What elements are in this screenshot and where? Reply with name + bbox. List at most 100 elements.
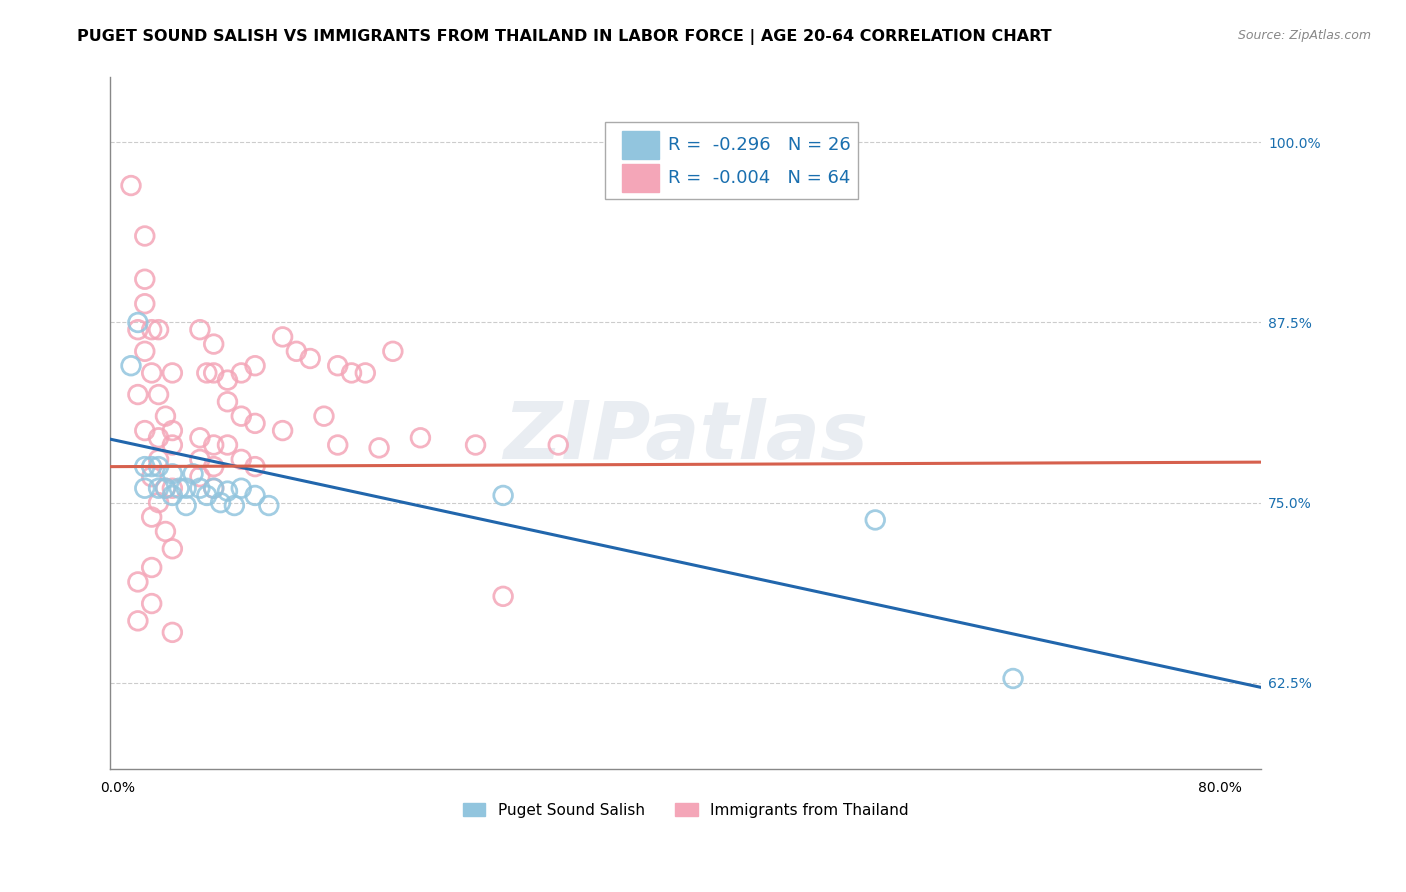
Point [243, 488, 266, 502]
Point [1002, 672, 1025, 686]
Text: ZIPatlas: ZIPatlas [503, 398, 869, 476]
Point [202, 366, 225, 380]
Point [162, 366, 184, 380]
Point [271, 330, 294, 344]
Legend: Puget Sound Salish, Immigrants from Thailand: Puget Sound Salish, Immigrants from Thai… [457, 797, 915, 824]
Point [181, 467, 204, 481]
Point [464, 438, 486, 452]
Point [134, 297, 156, 311]
Point [202, 459, 225, 474]
Point [148, 481, 170, 495]
Text: R =  -0.296   N = 26: R = -0.296 N = 26 [668, 136, 851, 154]
Text: Source: ZipAtlas.com: Source: ZipAtlas.com [1237, 29, 1371, 42]
Point [217, 373, 239, 387]
Point [127, 387, 149, 401]
Point [368, 441, 391, 455]
Point [141, 560, 163, 574]
Point [155, 481, 177, 495]
Point [148, 452, 170, 467]
Point [134, 272, 156, 286]
Point [409, 431, 432, 445]
Point [148, 496, 170, 510]
Point [162, 467, 184, 481]
Point [141, 323, 163, 337]
Point [174, 481, 197, 495]
Point [243, 459, 266, 474]
Point [155, 409, 177, 424]
Point [148, 387, 170, 401]
Point [243, 417, 266, 431]
Point [162, 488, 184, 502]
Point [217, 484, 239, 499]
Point [188, 469, 211, 483]
Text: R =  -0.004   N = 64: R = -0.004 N = 64 [668, 169, 851, 186]
Point [217, 394, 239, 409]
Point [340, 366, 363, 380]
Point [202, 481, 225, 495]
Point [134, 344, 156, 359]
Point [127, 323, 149, 337]
Point [243, 359, 266, 373]
Point [120, 178, 142, 193]
Point [381, 344, 404, 359]
Point [141, 510, 163, 524]
Point [148, 431, 170, 445]
Point [162, 481, 184, 495]
Text: PUGET SOUND SALISH VS IMMIGRANTS FROM THAILAND IN LABOR FORCE | AGE 20-64 CORREL: PUGET SOUND SALISH VS IMMIGRANTS FROM TH… [77, 29, 1052, 45]
Point [134, 229, 156, 244]
Point [141, 459, 163, 474]
Point [195, 366, 218, 380]
Text: 0.0%: 0.0% [100, 780, 135, 795]
Point [202, 438, 225, 452]
Point [162, 625, 184, 640]
Point [209, 496, 232, 510]
Point [547, 438, 569, 452]
Point [134, 459, 156, 474]
Point [865, 513, 887, 527]
Point [195, 488, 218, 502]
FancyBboxPatch shape [605, 122, 858, 199]
Point [188, 431, 211, 445]
Point [148, 459, 170, 474]
Point [188, 481, 211, 495]
Point [285, 344, 308, 359]
Point [354, 366, 377, 380]
Point [155, 524, 177, 539]
Point [167, 481, 190, 495]
Point [231, 452, 253, 467]
Point [312, 409, 335, 424]
Point [127, 574, 149, 589]
Point [134, 424, 156, 438]
Point [162, 424, 184, 438]
Point [120, 359, 142, 373]
Point [217, 438, 239, 452]
Point [231, 409, 253, 424]
FancyBboxPatch shape [623, 131, 659, 159]
Point [188, 323, 211, 337]
Point [271, 424, 294, 438]
Point [162, 541, 184, 556]
Point [141, 469, 163, 483]
Point [492, 590, 515, 604]
Point [155, 481, 177, 495]
Point [492, 488, 515, 502]
Point [326, 438, 349, 452]
Point [299, 351, 322, 366]
Point [174, 499, 197, 513]
Point [326, 359, 349, 373]
Point [202, 337, 225, 351]
Point [127, 316, 149, 330]
Text: 80.0%: 80.0% [1198, 780, 1241, 795]
FancyBboxPatch shape [623, 164, 659, 192]
Point [162, 438, 184, 452]
Point [202, 481, 225, 495]
Point [231, 366, 253, 380]
Point [148, 323, 170, 337]
Point [188, 452, 211, 467]
Point [141, 366, 163, 380]
Point [141, 597, 163, 611]
Point [127, 614, 149, 628]
Point [224, 499, 246, 513]
Point [231, 481, 253, 495]
Point [134, 481, 156, 495]
